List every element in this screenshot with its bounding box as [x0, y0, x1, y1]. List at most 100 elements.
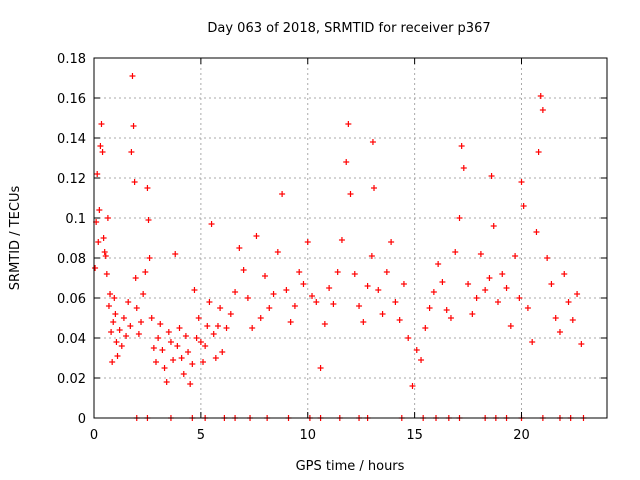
- data-point: [214, 323, 221, 329]
- plot-frame: [93, 57, 608, 419]
- data-point: [176, 325, 183, 331]
- x-tick-label: 5: [197, 428, 205, 443]
- data-point: [152, 359, 159, 365]
- y-tick-label: 0.02: [57, 372, 86, 387]
- x-tick-label: 0: [90, 428, 98, 443]
- data-point: [283, 287, 290, 293]
- data-point: [383, 269, 390, 275]
- data-point: [351, 271, 358, 277]
- data-point: [219, 349, 226, 355]
- y-tick-label: 0.16: [57, 92, 86, 107]
- y-tick-label: 0.12: [57, 172, 86, 187]
- data-point: [127, 323, 134, 329]
- data-point: [257, 315, 264, 321]
- data-point: [326, 285, 333, 291]
- data-point: [569, 317, 576, 323]
- x-axis-ticks: 0 5 10 15 20: [90, 58, 530, 443]
- data-point: [155, 335, 162, 341]
- data-point: [150, 345, 157, 351]
- data-point: [447, 315, 454, 321]
- data-point: [157, 321, 164, 327]
- data-point: [116, 327, 123, 333]
- data-point: [131, 179, 138, 185]
- data-point: [249, 325, 256, 331]
- data-point: [574, 291, 581, 297]
- data-point: [488, 173, 495, 179]
- data-point: [409, 383, 416, 389]
- data-point: [262, 273, 268, 279]
- data-point: [388, 239, 395, 245]
- data-point: [539, 107, 546, 113]
- data-point: [197, 339, 204, 345]
- data-point: [99, 149, 106, 155]
- data-point: [232, 289, 239, 295]
- data-point: [114, 353, 121, 359]
- data-point: [144, 185, 151, 191]
- data-point: [426, 305, 433, 311]
- data-point: [148, 315, 155, 321]
- data-point: [309, 293, 316, 299]
- data-point: [189, 361, 196, 367]
- y-tick-label: 0.06: [57, 292, 86, 307]
- data-point: [443, 307, 450, 313]
- data-point: [537, 93, 544, 99]
- data-point: [477, 251, 484, 257]
- data-point: [518, 179, 525, 185]
- y-tick-label: 0.14: [57, 132, 86, 147]
- data-point: [338, 237, 345, 243]
- data-point: [548, 281, 555, 287]
- data-point: [132, 275, 139, 281]
- data-point: [529, 339, 536, 345]
- data-point: [270, 291, 277, 297]
- data-point: [195, 315, 202, 321]
- data-point: [360, 319, 367, 325]
- data-point: [369, 139, 376, 145]
- data-point: [244, 295, 251, 301]
- data-point: [206, 299, 213, 305]
- data-point: [368, 253, 375, 259]
- data-point: [129, 73, 136, 79]
- data-point: [371, 185, 378, 191]
- data-point: [561, 271, 568, 277]
- data-point: [240, 267, 247, 273]
- x-tick-label: 15: [406, 428, 423, 443]
- data-point: [94, 171, 101, 177]
- data-point: [469, 311, 476, 317]
- data-point: [452, 249, 459, 255]
- data-point: [279, 191, 286, 197]
- data-point: [174, 343, 181, 349]
- data-point: [123, 333, 130, 339]
- data-point: [210, 331, 217, 337]
- data-point: [100, 235, 107, 241]
- data-point: [111, 295, 118, 301]
- y-tick-label: 0.1: [65, 212, 86, 227]
- data-point: [92, 265, 99, 271]
- data-point: [291, 303, 298, 309]
- data-point: [165, 329, 172, 335]
- data-point: [287, 319, 294, 325]
- data-point: [167, 339, 174, 345]
- data-point: [473, 295, 480, 301]
- data-point: [304, 239, 311, 245]
- data-point: [552, 315, 559, 321]
- x-tick-label: 10: [299, 428, 316, 443]
- data-point: [533, 229, 540, 235]
- y-tick-label: 0.18: [57, 52, 86, 67]
- y-tick-label: 0: [78, 412, 86, 427]
- data-point: [223, 325, 230, 331]
- chart-title: Day 063 of 2018, SRMTID for receiver p36…: [207, 21, 490, 36]
- data-point: [347, 191, 354, 197]
- x-axis-label: GPS time / hours: [296, 459, 405, 474]
- data-point: [125, 299, 132, 305]
- data-point: [396, 317, 403, 323]
- data-point: [159, 347, 166, 353]
- data-point: [266, 305, 273, 311]
- data-point: [364, 283, 371, 289]
- y-tick-label: 0.04: [57, 332, 86, 347]
- data-point: [379, 311, 386, 317]
- data-point: [422, 325, 429, 331]
- data-point: [503, 285, 510, 291]
- data-point: [200, 359, 207, 365]
- data-points: [92, 73, 587, 421]
- data-point: [142, 269, 149, 275]
